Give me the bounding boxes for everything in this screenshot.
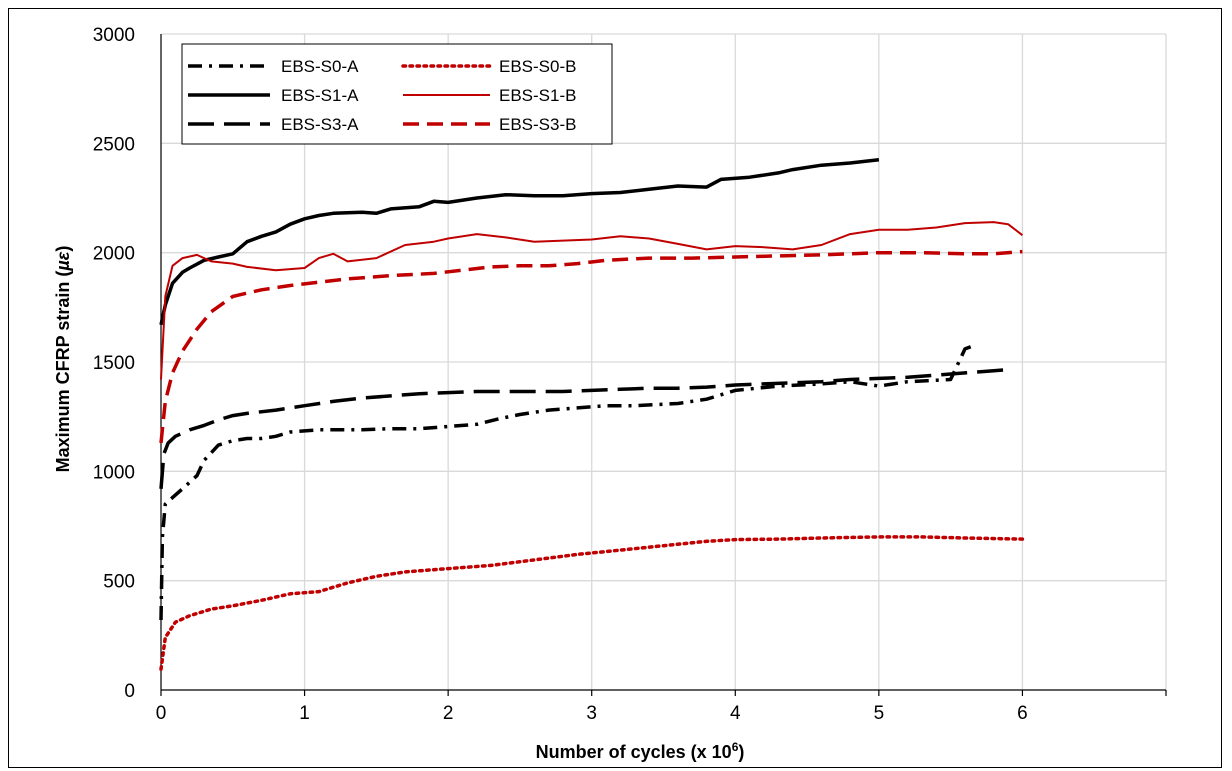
legend-label-ebs-s1-a: EBS-S1-A xyxy=(281,86,359,105)
y-tick-label: 2500 xyxy=(93,134,135,155)
legend-label-ebs-s1-b: EBS-S1-B xyxy=(499,86,576,105)
legend: EBS-S0-A EBS-S0-B EBS-S1-A EBS-S1-B EBS-S3-A… xyxy=(181,43,613,145)
y-tick-label: 1000 xyxy=(93,462,135,483)
x-tick-label: 2 xyxy=(443,703,454,724)
series-line-ebs-s3-b xyxy=(159,249,1023,444)
y-axis-title: Maximum CFRP strain (µε) xyxy=(53,246,73,473)
y-tick-label: 2000 xyxy=(93,244,135,265)
series-line-ebs-s1-a xyxy=(159,157,880,326)
y-tick-label: 3000 xyxy=(93,25,135,46)
series-line-ebs-s0-b xyxy=(159,535,1025,671)
x-tick-label: 0 xyxy=(156,703,167,724)
series-line-ebs-s1-b xyxy=(160,221,1024,380)
y-tick-label: 1500 xyxy=(93,353,135,374)
legend-label-ebs-s0-a: EBS-S0-A xyxy=(281,57,359,76)
x-tick-label: 3 xyxy=(586,703,597,724)
data-series xyxy=(159,157,1025,671)
x-tick-label: 6 xyxy=(1017,703,1028,724)
x-tick-label: 4 xyxy=(730,703,741,724)
tick-labels: 0 1 2 3 4 5 6 0 500 1000 1500 2000 2500 3000 xyxy=(93,25,1028,724)
x-axis-title: Number of cycles (x 106) xyxy=(536,740,745,762)
legend-label-ebs-s3-b: EBS-S3-B xyxy=(499,115,576,134)
y-tick-label: 500 xyxy=(103,572,135,593)
y-tick-label: 0 xyxy=(124,681,135,702)
legend-label-ebs-s3-a: EBS-S3-A xyxy=(281,115,359,134)
legend-box xyxy=(181,43,613,145)
legend-label-ebs-s0-b: EBS-S0-B xyxy=(499,57,576,76)
series-line-ebs-s3-a xyxy=(159,367,1009,489)
x-tick-label: 5 xyxy=(874,703,885,724)
series-line-ebs-s0-a xyxy=(159,345,972,621)
x-tick-label: 1 xyxy=(299,703,310,724)
